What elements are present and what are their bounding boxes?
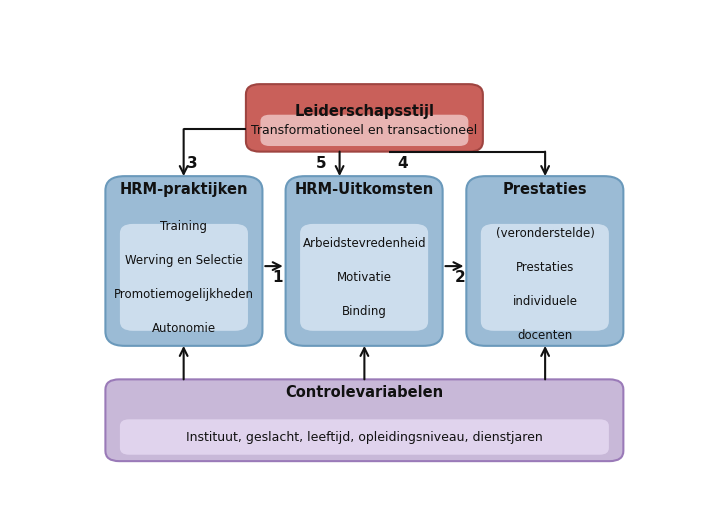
Text: Transformationeel en transactioneel: Transformationeel en transactioneel [251,124,478,137]
Text: Training

Werving en Selectie

Promotiemogelijkheden

Autonomie: Training Werving en Selectie Promotiemog… [114,220,254,335]
Text: Arbeidstevredenheid

Motivatie

Binding: Arbeidstevredenheid Motivatie Binding [303,237,426,318]
FancyBboxPatch shape [105,379,624,461]
Text: HRM-Uitkomsten: HRM-Uitkomsten [295,182,434,197]
FancyBboxPatch shape [466,176,624,346]
FancyBboxPatch shape [260,114,469,147]
Text: 4: 4 [397,156,408,171]
FancyBboxPatch shape [299,223,429,331]
Text: 1: 1 [272,270,283,285]
Text: Controlevariabelen: Controlevariabelen [285,386,444,400]
Text: HRM-praktijken: HRM-praktijken [119,182,248,197]
FancyBboxPatch shape [480,223,609,331]
Text: Instituut, geslacht, leeftijd, opleidingsniveau, dienstjaren: Instituut, geslacht, leeftijd, opleiding… [186,431,542,443]
FancyBboxPatch shape [119,223,249,331]
FancyBboxPatch shape [286,176,443,346]
FancyBboxPatch shape [105,176,262,346]
Text: Prestaties: Prestaties [503,182,587,197]
Text: Leiderschapsstijl: Leiderschapsstijl [294,104,434,119]
Text: 3: 3 [187,156,198,171]
Text: 2: 2 [454,270,465,285]
Text: 5: 5 [316,156,327,171]
FancyBboxPatch shape [246,84,483,152]
FancyBboxPatch shape [119,418,609,456]
Text: (veronderstelde)

Prestaties

individuele

docenten: (veronderstelde) Prestaties individuele … [496,227,594,342]
